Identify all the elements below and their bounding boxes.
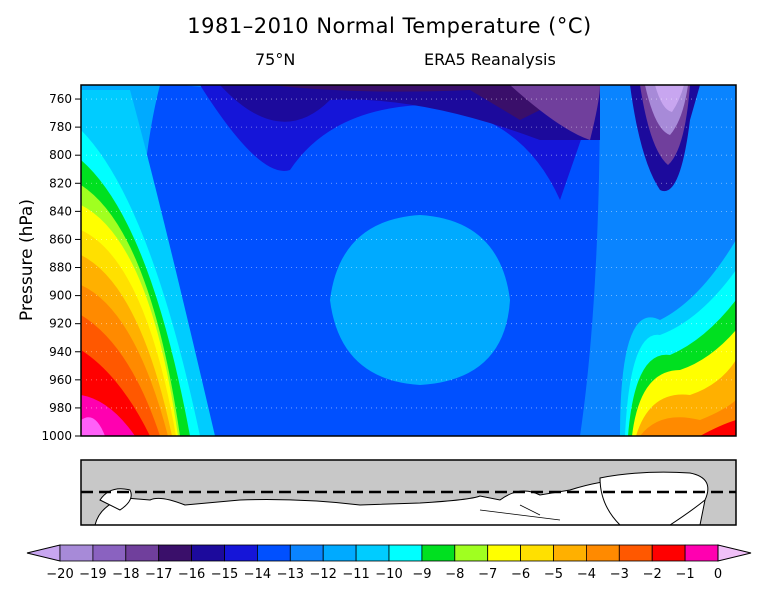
colorbar-segment (388, 544, 423, 562)
map-inset (80, 459, 737, 526)
y-tick-label: 880 (49, 261, 72, 275)
colorbar-tick-label: −10 (375, 567, 402, 582)
colorbar-tick-label: −1 (676, 567, 695, 582)
y-axis: 760 780 800 820 840 860 880 900 920 940 960 980 1000 (41, 92, 81, 443)
colorbar-tick-label: −15 (211, 567, 238, 582)
colorbar-under-arrow (26, 544, 61, 562)
contour-heatmap (81, 85, 736, 436)
colorbar-tick-label: −11 (342, 567, 369, 582)
colorbar-tick-label: −17 (145, 567, 172, 582)
colorbar-segment (651, 544, 686, 562)
colorbar-segment (454, 544, 489, 562)
y-tick-label: 780 (49, 120, 72, 134)
y-tick-label: 920 (49, 317, 72, 331)
colorbar-tick-label: −3 (610, 567, 629, 582)
colorbar-tick-label: −8 (445, 567, 464, 582)
colorbar-tick-label: −14 (244, 567, 271, 582)
y-axis-label: Pressure (hPa) (17, 199, 37, 321)
colorbar-segment (92, 544, 127, 562)
colorbar-segment (59, 544, 94, 562)
y-tick-label: 1000 (41, 429, 72, 443)
colorbar-tick-label: −2 (643, 567, 662, 582)
colorbar-segment (355, 544, 390, 562)
colorbar-segment (322, 544, 357, 562)
colorbar-over-arrow (717, 544, 752, 562)
colorbar-segment (618, 544, 653, 562)
y-tick-label: 960 (49, 373, 72, 387)
y-tick-label: 760 (49, 92, 72, 106)
y-tick-label: 860 (49, 232, 72, 246)
chart-subtitle-source: ERA5 Reanalysis (424, 50, 556, 69)
colorbar-tick-label: −12 (309, 567, 336, 582)
colorbar-tick-label: −19 (79, 567, 106, 582)
colorbar-segment (289, 544, 324, 562)
colorbar-segment (158, 544, 192, 562)
chart-title: 1981–2010 Normal Temperature (°C) (187, 14, 592, 38)
grid-lines (81, 98, 736, 409)
y-tick-label: 900 (49, 289, 72, 303)
colorbar: −20 −19 −18 −17 −16 −15 −14 −13 −12 −11 −10 −9 −8 −7−… (26, 544, 752, 582)
colorbar-segment (256, 544, 291, 562)
colorbar-segment (520, 544, 554, 562)
colorbar-segment (224, 544, 258, 562)
colorbar-segment (421, 544, 456, 562)
y-tick-label: 940 (49, 345, 72, 359)
colorbar-segment (191, 544, 225, 562)
colorbar-segment (586, 544, 620, 562)
colorbar-tick-label: −4 (577, 567, 596, 582)
colorbar-tick-label: −9 (412, 567, 431, 582)
y-tick-label: 820 (49, 176, 72, 190)
colorbar-segment (684, 544, 719, 562)
colorbar-tick-label: 0 (714, 567, 722, 582)
plot-frame (80, 84, 737, 437)
chart-subtitle-latitude: 75°N (255, 50, 296, 69)
colorbar-segment (553, 544, 587, 562)
colorbar-segment (487, 544, 522, 562)
colorbar-tick-label: −18 (112, 567, 139, 582)
y-tick-label: 840 (49, 204, 72, 218)
colorbar-tick-label: −20 (46, 567, 73, 582)
y-tick-label: 980 (49, 401, 72, 415)
y-tick-label: 800 (49, 148, 72, 162)
colorbar-tick-label: −13 (277, 567, 304, 582)
colorbar-tick-label: −16 (178, 567, 205, 582)
colorbar-tick-label: −7 (478, 567, 497, 582)
colorbar-segment (125, 544, 160, 562)
colorbar-tick-label: −5 (544, 567, 563, 582)
colorbar-tick-label: −6 (511, 567, 530, 582)
